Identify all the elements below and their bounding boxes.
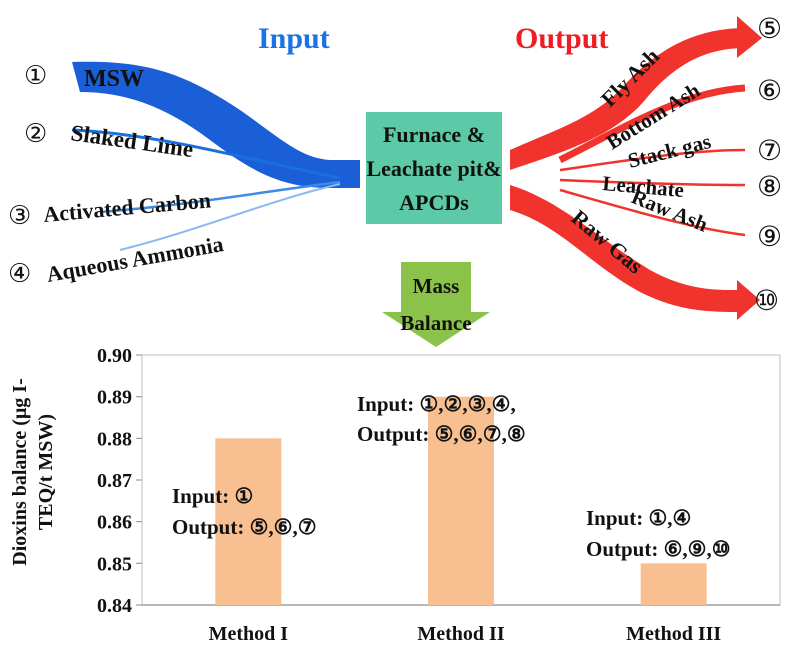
output-flow-stack-gas: [559, 148, 746, 172]
process-line-2: Leachate pit&: [366, 156, 501, 181]
y-ticks: 0.84 0.85 0.86 0.87 0.88 0.89 0.90: [97, 345, 142, 617]
output-arrowhead-raw-gas: [737, 280, 760, 320]
y-tick-label: 0.89: [97, 387, 132, 409]
x-tick-label: Method III: [626, 623, 721, 645]
input-flow-aqueous-ammonia: [119, 183, 341, 251]
output-num-8: ⑧: [757, 170, 782, 203]
annotation-method-2-output: Output: ⑤,⑥,⑦,⑧: [357, 422, 526, 446]
input-flows: [71, 61, 360, 251]
bar-method-i: [215, 438, 282, 605]
output-flow-raw-gas: [510, 185, 745, 312]
output-flow-leachate: [559, 178, 746, 187]
bar-method-iii: [640, 563, 707, 605]
output-flow-fly-ash: [510, 28, 745, 170]
y-tick-label: 0.86: [97, 512, 132, 534]
input-flow-slaked-lime: [71, 128, 341, 180]
bars: [215, 396, 707, 605]
input-label-aqueous-ammonia: Aqueous Ammonia: [45, 231, 226, 287]
x-tick-label: Method I: [209, 623, 289, 645]
input-num-4: ④: [8, 259, 31, 289]
output-num-6: ⑥: [757, 74, 782, 107]
output-arrowhead-fly-ash: [737, 16, 762, 58]
y-tick-label: 0.84: [97, 595, 132, 617]
y-tick-label: 0.90: [97, 345, 132, 367]
y-axis-label-line-2: TEQ/t MSW): [35, 414, 57, 530]
input-num-3: ③: [8, 201, 31, 231]
y-tick-label: 0.85: [97, 553, 132, 575]
output-num-10: ⑩: [754, 284, 779, 317]
y-axis-label-line-1: Dioxins balance (μg I-: [9, 378, 31, 565]
annotation-method-1-input: Input: ①: [172, 484, 253, 508]
output-flow-bottom-ash: [558, 84, 746, 164]
output-flow-raw-ash: [559, 188, 746, 237]
output-num-5: ⑤: [757, 12, 782, 45]
input-flow-msw: [72, 61, 360, 188]
flow-diagram: Furnace & Leachate pit& APCDs Input Outp…: [8, 12, 782, 347]
annotation-method-3-input: Input: ①,④: [586, 506, 691, 530]
y-tick-label: 0.88: [97, 428, 132, 450]
x-ticks: Method I Method II Method III: [209, 623, 722, 645]
mass-balance-line-2: Balance: [400, 311, 471, 335]
input-label-slaked-lime: Slaked Lime: [69, 120, 195, 162]
input-flow-activated-carbon: [99, 180, 341, 214]
bar-chart: 0.840.850.860.870.880.890.90 Method I Met…: [9, 345, 781, 645]
mass-balance-line-1: Mass: [413, 274, 460, 298]
y-tick-label: 0.87: [97, 470, 132, 492]
annotation-method-2-input: Input: ①,②,③,④,: [357, 392, 516, 416]
input-title: Input: [258, 22, 330, 55]
annotation-method-3-output: Output: ⑥,⑨,⑩: [586, 537, 731, 561]
input-label-msw: MSW: [84, 66, 144, 92]
process-line-3: APCDs: [399, 190, 469, 215]
input-num-2: ②: [24, 119, 47, 149]
process-box: [366, 112, 502, 224]
x-tick-label: Method II: [417, 623, 504, 645]
process-line-1: Furnace &: [383, 122, 485, 147]
annotation-method-1-output: Output: ⑤,⑥,⑦: [172, 515, 317, 539]
output-flows: [510, 16, 762, 320]
output-title: Output: [515, 22, 608, 55]
mass-balance-arrow: [382, 262, 490, 347]
input-num-1: ①: [24, 61, 47, 91]
output-num-7: ⑦: [757, 134, 782, 167]
output-num-9: ⑨: [757, 220, 782, 253]
input-label-activated-carbon: Activated Carbon: [42, 187, 212, 227]
bar-method-ii: [428, 396, 494, 605]
